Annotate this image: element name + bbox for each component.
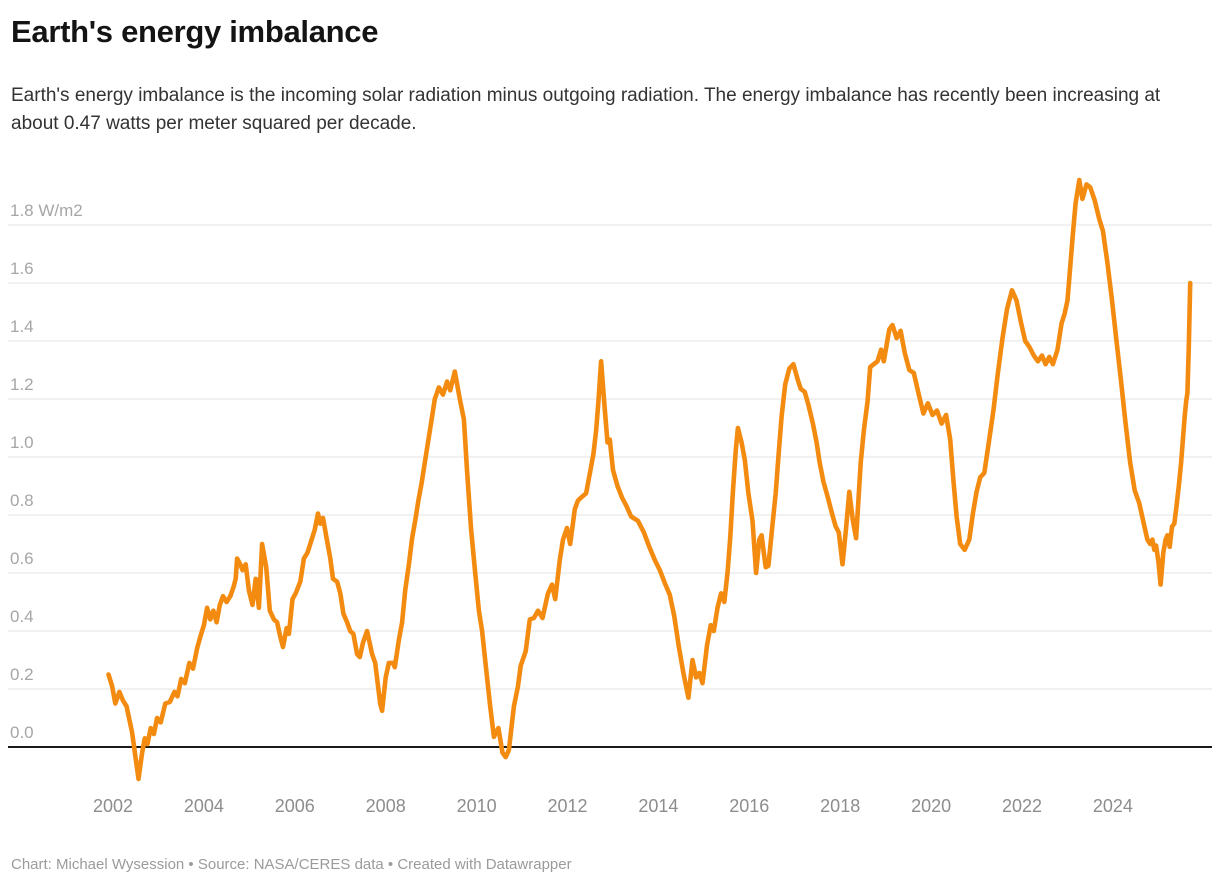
y-tick-label: 0.2 — [10, 665, 34, 684]
x-tick-label: 2014 — [638, 796, 678, 816]
x-tick-label: 2016 — [729, 796, 769, 816]
y-tick-label: 1.8 W/m2 — [10, 201, 83, 220]
chart-footer: Chart: Michael Wysession • Source: NASA/… — [11, 856, 572, 873]
energy-imbalance-line — [106, 177, 1193, 782]
chart-title: Earth's energy imbalance — [11, 14, 379, 49]
y-tick-label: 0.0 — [10, 723, 34, 742]
y-tick-label: 0.8 — [10, 491, 34, 510]
x-tick-label: 2006 — [275, 796, 315, 816]
y-tick-label: 1.2 — [10, 375, 34, 394]
x-tick-label: 2010 — [457, 796, 497, 816]
x-tick-label: 2002 — [93, 796, 133, 816]
x-tick-label: 2018 — [820, 796, 860, 816]
x-tick-label: 2004 — [184, 796, 224, 816]
y-tick-label: 0.6 — [10, 549, 34, 568]
chart-description: Earth's energy imbalance is the incoming… — [11, 85, 1161, 134]
y-tick-label: 1.0 — [10, 433, 34, 452]
x-tick-label: 2020 — [911, 796, 951, 816]
y-tick-label: 1.6 — [10, 259, 34, 278]
y-tick-label: 0.4 — [10, 607, 34, 626]
y-tick-label: 1.4 — [10, 317, 34, 336]
x-tick-label: 2012 — [547, 796, 587, 816]
x-tick-label: 2022 — [1002, 796, 1042, 816]
x-tick-label: 2024 — [1093, 796, 1133, 816]
x-tick-label: 2008 — [366, 796, 406, 816]
